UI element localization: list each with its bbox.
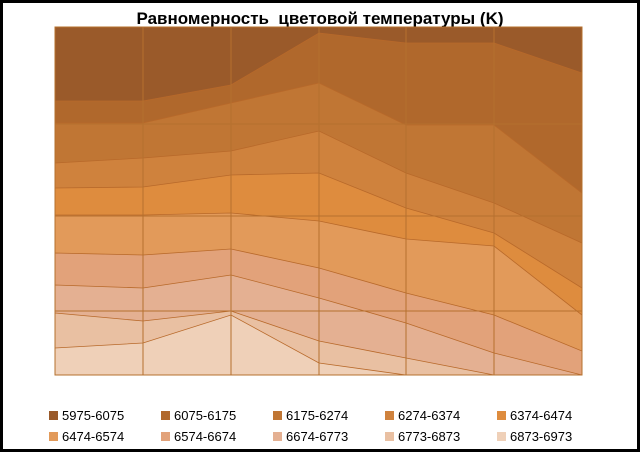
legend-swatch — [161, 431, 170, 441]
contour-band-6873-6973 — [55, 314, 582, 375]
legend-label: 6474-6574 — [62, 428, 125, 444]
legend-label: 6574-6674 — [174, 428, 237, 444]
legend-label: 5975-6075 — [62, 407, 125, 423]
legend-label: 6674-6773 — [286, 428, 349, 444]
legend-label: 6374-6474 — [510, 407, 573, 423]
legend-swatch — [161, 410, 170, 420]
legend-item: 6574-6674 — [161, 428, 273, 444]
legend-item: 6873-6973 — [497, 428, 609, 444]
chart-title: Равномерность цветовой температуры (K) — [136, 9, 504, 28]
legend-swatch — [497, 431, 506, 441]
legend-label: 6175-6274 — [286, 407, 349, 423]
legend-label: 6075-6175 — [174, 407, 237, 423]
legend-item: 5975-6075 — [49, 407, 161, 423]
legend-label: 6873-6973 — [510, 428, 573, 444]
legend-item: 6674-6773 — [273, 428, 385, 444]
legend-swatch — [385, 410, 394, 420]
legend: 5975-6075 6075-6175 6175-6274 6274-6374 6374… — [49, 407, 609, 444]
legend-label: 6773-6873 — [398, 428, 461, 444]
legend-swatch — [49, 410, 58, 420]
legend-item: 6175-6274 — [273, 407, 385, 423]
legend-swatch — [497, 410, 506, 420]
legend-item: 6274-6374 — [385, 407, 497, 423]
legend-swatch — [273, 410, 282, 420]
legend-label: 6274-6374 — [398, 407, 461, 423]
grid-lines — [54, 26, 583, 376]
contour-plot — [54, 26, 583, 376]
legend-item: 6075-6175 — [161, 407, 273, 423]
legend-swatch — [273, 431, 282, 441]
legend-item: 6474-6574 — [49, 428, 161, 444]
legend-swatch — [49, 431, 58, 441]
plot-border — [54, 26, 583, 376]
legend-swatch — [385, 431, 394, 441]
legend-item: 6374-6474 — [497, 407, 609, 423]
legend-item: 6773-6873 — [385, 428, 497, 444]
